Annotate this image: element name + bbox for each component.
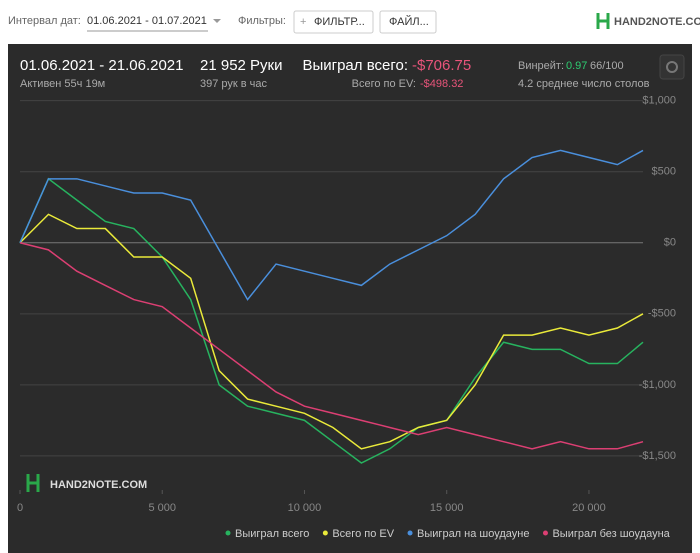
settings-button[interactable] — [659, 54, 685, 80]
dropdown-arrow[interactable] — [213, 19, 221, 23]
won-value: -$706.75 — [412, 57, 471, 74]
date-label: Интервал дат: — [8, 15, 81, 27]
legend-marker — [542, 530, 548, 536]
period: 01.06.2021 - 21.06.2021 — [20, 57, 183, 74]
winrate-per: 66/100 — [590, 60, 624, 72]
legend-marker — [322, 530, 328, 536]
legend-marker — [225, 530, 231, 536]
x-tick-label: 20 000 — [572, 502, 606, 514]
tables: 4.2 среднее число столов — [518, 78, 650, 90]
file-button[interactable] — [379, 10, 437, 34]
y-tick-label: $0 — [664, 237, 676, 249]
filters-label: Фильтры: — [238, 15, 286, 27]
ev-label: Всего по EV: — [352, 78, 416, 90]
hands-per-hour: 397 рук в час — [200, 78, 268, 90]
series-line — [19, 149, 644, 301]
legend-label[interactable]: Всего по EV — [332, 528, 394, 540]
legend-label[interactable]: Выиграл без шоудауна — [552, 528, 670, 540]
legend-label[interactable]: Выиграл на шоудауне — [417, 528, 529, 540]
ev-value: -$498.32 — [420, 78, 463, 90]
y-tick-label: -$1,500 — [639, 450, 676, 462]
logo: HAND2NOTE.COM — [614, 16, 700, 28]
series-line — [19, 242, 644, 450]
won-label: Выиграл всего: — [302, 57, 408, 74]
active-time: Активен 55ч 19м — [20, 78, 105, 90]
winrate-label: Винрейт: — [518, 60, 564, 72]
settings-icon — [666, 61, 678, 73]
date-range[interactable]: 01.06.2021 - 01.07.2021 — [87, 15, 207, 27]
winrate-value: 0.97 — [566, 60, 587, 72]
x-tick-label: 0 — [17, 502, 23, 514]
file-button-text: ФАЙЛ... — [389, 15, 429, 28]
hands: 21 952 Руки — [200, 57, 283, 74]
legend-marker — [407, 530, 413, 536]
watermark-icon — [26, 474, 40, 492]
x-tick-label: 15 000 — [430, 502, 464, 514]
y-tick-label: $500 — [652, 166, 676, 178]
filter-button[interactable] — [293, 10, 374, 34]
series-line — [19, 177, 644, 464]
x-tick-label: 5 000 — [148, 502, 176, 514]
series-line — [19, 213, 644, 450]
logo-icon — [596, 13, 610, 29]
y-tick-label: -$500 — [648, 308, 676, 320]
filter-button-text: ФИЛЬТР... — [314, 16, 365, 28]
legend-label[interactable]: Выиграл всего — [235, 528, 309, 540]
watermark: HAND2NOTE.COM — [50, 479, 147, 491]
y-tick-label: $1,000 — [642, 95, 676, 107]
plus-icon: + — [300, 16, 306, 28]
y-tick-label: -$1,000 — [639, 379, 676, 391]
x-tick-label: 10 000 — [288, 502, 322, 514]
panel — [8, 44, 692, 553]
